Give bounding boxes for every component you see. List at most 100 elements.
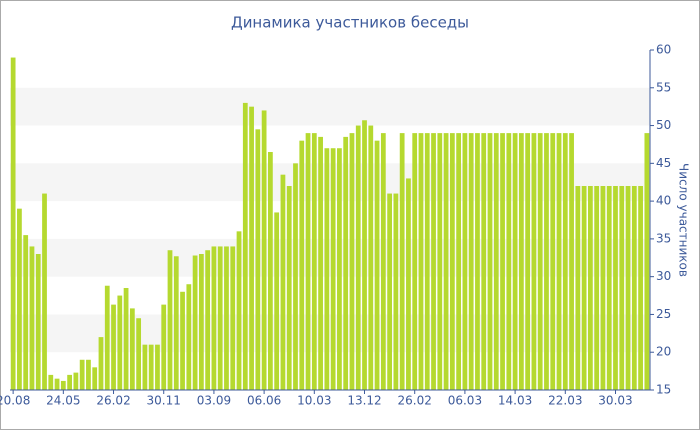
x-tick-label: 26.02	[96, 394, 130, 408]
bar	[355, 125, 361, 391]
bar	[42, 193, 47, 390]
bar	[588, 186, 593, 390]
y-tick-label: 60	[656, 43, 671, 57]
bar	[581, 186, 587, 390]
bar	[500, 133, 505, 390]
bar	[475, 133, 480, 390]
bar	[92, 367, 98, 390]
bar	[387, 193, 392, 390]
y-axis-title: Число участников	[677, 163, 691, 277]
x-tick-label: 13.12	[347, 394, 381, 408]
bar	[619, 186, 625, 390]
grid-band	[10, 238, 650, 277]
bar	[230, 246, 236, 390]
x-tick-label: 20.08	[0, 394, 30, 408]
bar	[261, 110, 267, 390]
bar	[255, 129, 261, 391]
y-tick-label: 45	[656, 156, 671, 170]
y-tick-label: 25	[656, 307, 671, 321]
bar	[236, 231, 242, 390]
bar	[487, 133, 493, 390]
bar	[337, 148, 342, 390]
x-tick-label: 03.09	[197, 394, 231, 408]
bar	[380, 133, 386, 390]
bar	[393, 193, 399, 390]
bar	[644, 133, 650, 390]
bar	[330, 148, 336, 390]
bar	[60, 380, 66, 390]
bar	[186, 284, 192, 390]
bar	[305, 133, 311, 390]
bar	[167, 250, 173, 390]
bar	[29, 246, 35, 390]
y-tick-label: 40	[656, 194, 671, 208]
bar	[161, 304, 167, 390]
bar	[299, 140, 305, 390]
x-tick-label: 24.05	[46, 394, 80, 408]
bar	[462, 133, 468, 390]
bar	[399, 133, 405, 390]
bar	[73, 372, 79, 390]
bar	[318, 136, 323, 390]
bar	[374, 140, 380, 390]
bar	[525, 133, 531, 390]
bar	[311, 133, 317, 390]
bar	[224, 246, 229, 390]
bar	[155, 344, 160, 390]
bar	[468, 133, 474, 390]
bar	[437, 133, 443, 390]
bar	[449, 133, 455, 390]
bar	[606, 186, 612, 390]
bar	[117, 295, 123, 390]
y-tick-label: 30	[656, 269, 671, 283]
bar	[54, 378, 60, 390]
x-tick-label: 10.03	[297, 394, 331, 408]
bar	[493, 133, 499, 390]
bar	[23, 235, 29, 390]
bar	[343, 136, 349, 390]
bar	[104, 285, 110, 390]
grid-band	[10, 87, 650, 126]
bar	[136, 318, 142, 390]
bar	[575, 186, 581, 390]
bar	[242, 102, 248, 390]
x-tick-label: 06.03	[448, 394, 482, 408]
y-tick-label: 35	[656, 231, 671, 245]
bar	[406, 178, 411, 390]
bar	[349, 133, 355, 390]
bar	[512, 133, 518, 390]
bar	[111, 304, 116, 390]
bar	[424, 133, 430, 390]
bar	[67, 374, 72, 390]
x-tick-label: 30.03	[598, 394, 632, 408]
bar	[192, 255, 198, 390]
bar	[456, 133, 462, 390]
bar	[550, 133, 556, 390]
bar	[211, 246, 217, 390]
y-tick-label: 50	[656, 118, 671, 132]
bar	[35, 254, 41, 390]
bar	[286, 186, 292, 390]
bar	[17, 208, 22, 390]
bar	[537, 133, 543, 390]
x-tick-label: 06.06	[247, 394, 281, 408]
bar	[631, 186, 637, 390]
bar	[431, 133, 436, 390]
bar	[249, 106, 254, 391]
bar	[293, 163, 298, 390]
y-tick-label: 55	[656, 80, 671, 94]
bar	[280, 174, 286, 390]
x-tick-label: 26.02	[398, 394, 432, 408]
bar	[205, 250, 211, 390]
bar	[518, 133, 524, 390]
x-tick-label: 30.11	[147, 394, 181, 408]
bar	[173, 256, 179, 390]
bar	[217, 246, 223, 390]
bar	[638, 186, 643, 390]
bar	[362, 120, 367, 391]
bar	[594, 186, 600, 390]
bar	[198, 254, 204, 390]
bar	[10, 57, 16, 391]
bar	[418, 133, 424, 390]
